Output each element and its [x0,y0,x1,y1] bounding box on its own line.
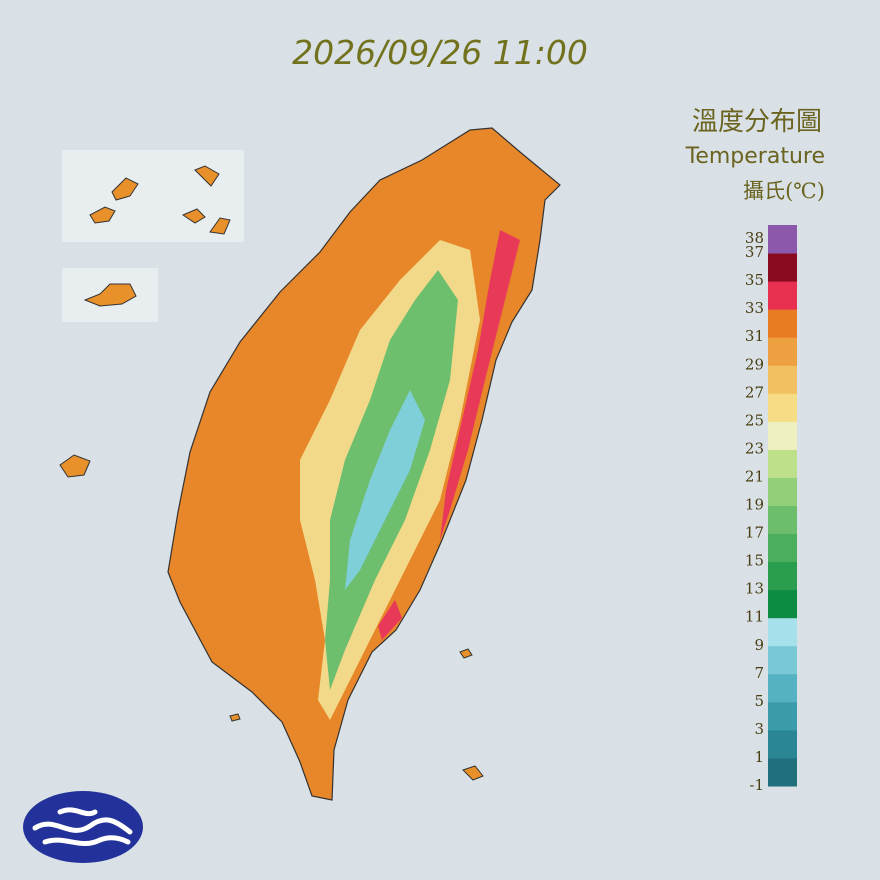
legend-tick-label: 27 [745,383,764,401]
legend-tick-label: 19 [745,496,764,514]
hot-strip [440,230,520,540]
legend-color-band [768,673,797,703]
legend-color-band [768,617,797,647]
legend-tick-label: 11 [745,608,764,626]
legend-color-band [768,449,797,478]
legend-tick-label: -1 [749,776,764,794]
legend-color-band [768,281,797,310]
legend-tick-label: 7 [754,664,764,682]
legend-title: 溫度分布圖 [692,107,822,137]
legend-color-band [768,757,797,787]
legend-tick-label: 17 [745,524,764,542]
legend-color-band [768,309,797,338]
legend-color-band [768,729,797,759]
legend-tick-label: 33 [745,299,764,317]
legend-tick-label: 38 [745,229,764,247]
legend-tick-label: 3 [754,720,764,738]
legend-subtitle: Temperature [685,144,825,169]
legend-color-band [768,365,797,394]
legend-tick-label: 29 [745,355,764,373]
legend-tick-label: 9 [754,636,764,654]
legend-tick-label: 35 [745,271,764,289]
high-peaks [345,390,425,590]
logo-wave [32,807,133,846]
legend-color-band [768,393,797,422]
legend-color-band [768,421,797,450]
legend-tick-label: 5 [754,692,764,710]
legend-color-band [768,701,797,731]
legend-tick-label: 37 [745,243,764,261]
hot-strip [378,600,402,640]
legend-color-band [768,253,797,282]
legend-tick-label: 15 [745,552,764,570]
legend-color-band [768,505,797,535]
legend-color-band [768,561,797,591]
legend-color-band [768,477,797,506]
islands [59,165,484,781]
legend-color-band [768,589,797,619]
legend-color-band [768,533,797,563]
legend-tick-label: 13 [745,580,764,598]
legend-tick-label: 25 [745,411,764,429]
legend-color-band [768,645,797,675]
timestamp: 2026/09/26 11:00 [292,33,588,72]
legend-tick-label: 1 [754,748,764,766]
legend-color-band [768,225,797,254]
legend-unit: 攝氏(℃) [743,179,825,203]
legend-color-band [768,337,797,366]
legend-tick-label: 31 [745,327,764,345]
legend-tick-label: 23 [745,439,764,457]
legend-tick-label: 21 [745,467,764,485]
